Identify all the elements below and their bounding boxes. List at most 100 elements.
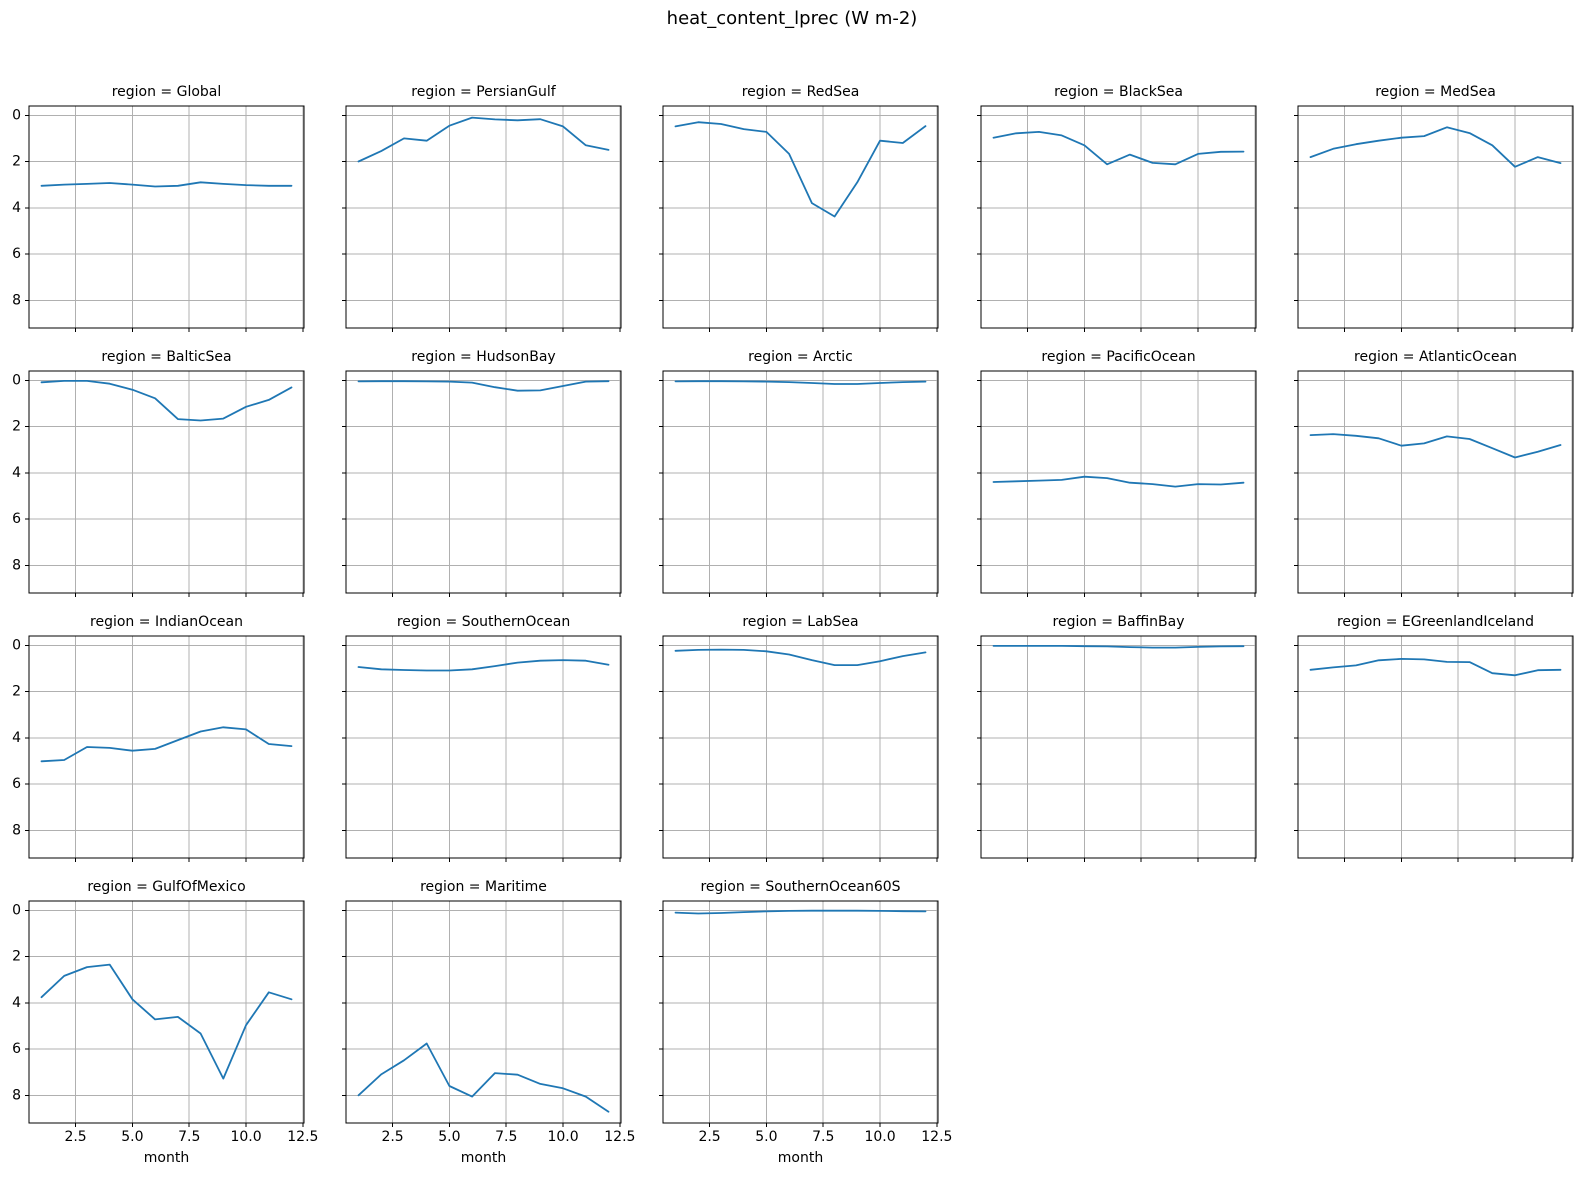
facet-plot: [659, 370, 939, 597]
y-tick-label: 8: [12, 292, 21, 308]
y-tick-label: 8: [12, 822, 21, 838]
y-tick-label: 2: [12, 154, 21, 170]
facet-title: region = RedSea: [741, 84, 860, 100]
plot-frame: [28, 635, 305, 859]
data-line-BlackSea: [992, 130, 1245, 166]
facet-GulfOfMexico: region = GulfOfMexico 0 2 4 6 8 2.5 5.0 7.5 10.0 1…: [12, 879, 318, 1166]
facet-title: region = AtlanticOcean: [1354, 349, 1517, 365]
facet-plot: 2.5 5.0 7.5 10.0 12.5 month: [342, 900, 635, 1166]
facet-title: region = PacificOcean: [1041, 349, 1196, 365]
y-tick-label: 2: [12, 419, 21, 435]
plot-frame: [980, 370, 1257, 594]
facet-title: region = SouthernOcean: [396, 614, 571, 630]
data-line-LabSea: [674, 648, 927, 667]
data-line-Global: [40, 181, 293, 188]
facet-plot: [1294, 370, 1574, 597]
facet-title: region = BalticSea: [101, 349, 232, 365]
facet-title: region = IndianOcean: [90, 614, 243, 630]
data-line-PersianGulf: [357, 116, 610, 163]
y-tick-label: 0: [12, 372, 21, 388]
data-line-BaffinBay: [992, 644, 1245, 649]
data-line-IndianOcean: [40, 726, 293, 763]
plot-frame: [345, 900, 622, 1124]
facet-title: region = SouthernOcean60S: [700, 879, 901, 895]
facet-MedSea: region = MedSea: [1294, 84, 1574, 332]
facet-PersianGulf: region = PersianGulf: [342, 84, 622, 332]
plot-frame: [662, 900, 939, 1124]
chart-title: heat_content_lprec (W m-2): [666, 8, 918, 29]
facet-IndianOcean: region = IndianOcean 0 2 4 6 8: [12, 614, 305, 862]
y-tick-label: 2: [12, 949, 21, 965]
x-tick-label: 12.5: [604, 1129, 635, 1145]
facet-SouthernOcean: region = SouthernOcean: [342, 614, 622, 862]
x-axis-label: month: [461, 1150, 506, 1166]
data-line-AtlanticOcean: [1309, 433, 1562, 459]
facet-title: region = Maritime: [420, 879, 547, 895]
plot-frame: [28, 900, 305, 1124]
facet-title: region = MedSea: [1375, 84, 1496, 100]
y-tick-label: 6: [12, 1041, 21, 1057]
data-line-MedSea: [1309, 126, 1562, 168]
facet-plot: [342, 370, 622, 597]
plot-frame: [662, 370, 939, 594]
facet-plot: 0 2 4 6 8 2.5 5.0 7.5 10.0 12.5 month: [12, 900, 318, 1166]
facet-RedSea: region = RedSea: [659, 84, 939, 332]
data-line-BalticSea: [40, 379, 293, 422]
y-tick-label: 2: [12, 684, 21, 700]
facet-title: region = Global: [111, 84, 222, 100]
facet-plot: [977, 370, 1257, 597]
plot-frame: [980, 105, 1257, 329]
facet-plot: [977, 635, 1257, 862]
facet-plot: 0 2 4 6 8: [12, 105, 305, 332]
plot-frame: [345, 105, 622, 329]
x-tick-label: 5.0: [121, 1129, 143, 1145]
facet-Arctic: region = Arctic: [659, 349, 939, 597]
plot-frame: [980, 635, 1257, 859]
y-tick-label: 8: [12, 557, 21, 573]
facet-plot: [659, 105, 939, 332]
facet-BaffinBay: region = BaffinBay: [977, 614, 1257, 862]
plot-frame: [1297, 370, 1574, 594]
facet-Maritime: region = Maritime 2.5 5.0 7.5 10.0 12.5 month: [342, 879, 635, 1166]
facet-Global: region = Global 0 2 4 6 8: [12, 84, 305, 332]
x-tick-label: 10.0: [230, 1129, 261, 1145]
facet-BalticSea: region = BalticSea 0 2 4 6 8: [12, 349, 305, 597]
y-tick-label: 6: [12, 776, 21, 792]
x-tick-label: 2.5: [698, 1129, 720, 1145]
plot-frame: [1297, 105, 1574, 329]
data-line-Maritime: [357, 1042, 610, 1113]
facet-plot: [1294, 635, 1574, 862]
x-tick-label: 12.5: [921, 1129, 952, 1145]
facet-plot: 0 2 4 6 8: [12, 635, 305, 862]
facet-HudsonBay: region = HudsonBay: [342, 349, 622, 597]
data-line-Arctic: [674, 380, 927, 385]
y-tick-label: 4: [12, 995, 21, 1011]
y-tick-label: 8: [12, 1087, 21, 1103]
plot-frame: [662, 105, 939, 329]
facet-LabSea: region = LabSea: [659, 614, 939, 862]
x-tick-label: 7.5: [495, 1129, 517, 1145]
facet-plot: [342, 635, 622, 862]
facet-title: region = HudsonBay: [411, 349, 556, 365]
facet-SouthernOcean60S: region = SouthernOcean60S 2.5 5.0 7.5 10.0 12…: [659, 879, 952, 1166]
plot-frame: [345, 635, 622, 859]
plot-frame: [345, 370, 622, 594]
facet-plot: [1294, 105, 1574, 332]
data-line-RedSea: [674, 121, 927, 218]
facet-BlackSea: region = BlackSea: [977, 84, 1257, 332]
x-axis-label: month: [778, 1150, 823, 1166]
data-line-EGreenlandIceland: [1309, 657, 1562, 677]
facet-title: region = EGreenlandIceland: [1336, 614, 1535, 630]
x-tick-label: 2.5: [64, 1129, 86, 1145]
facet-plot: 0 2 4 6 8: [12, 370, 305, 597]
data-line-GulfOfMexico: [40, 963, 293, 1080]
x-tick-label: 10.0: [864, 1129, 895, 1145]
facet-plot: [342, 105, 622, 332]
y-tick-label: 4: [12, 730, 21, 746]
x-tick-label: 5.0: [755, 1129, 777, 1145]
facet-title: region = LabSea: [742, 614, 859, 630]
facet-plot: [659, 635, 939, 862]
y-tick-label: 4: [12, 200, 21, 216]
facet-EGreenlandIceland: region = EGreenlandIceland: [1294, 614, 1574, 862]
y-tick-label: 6: [12, 246, 21, 262]
